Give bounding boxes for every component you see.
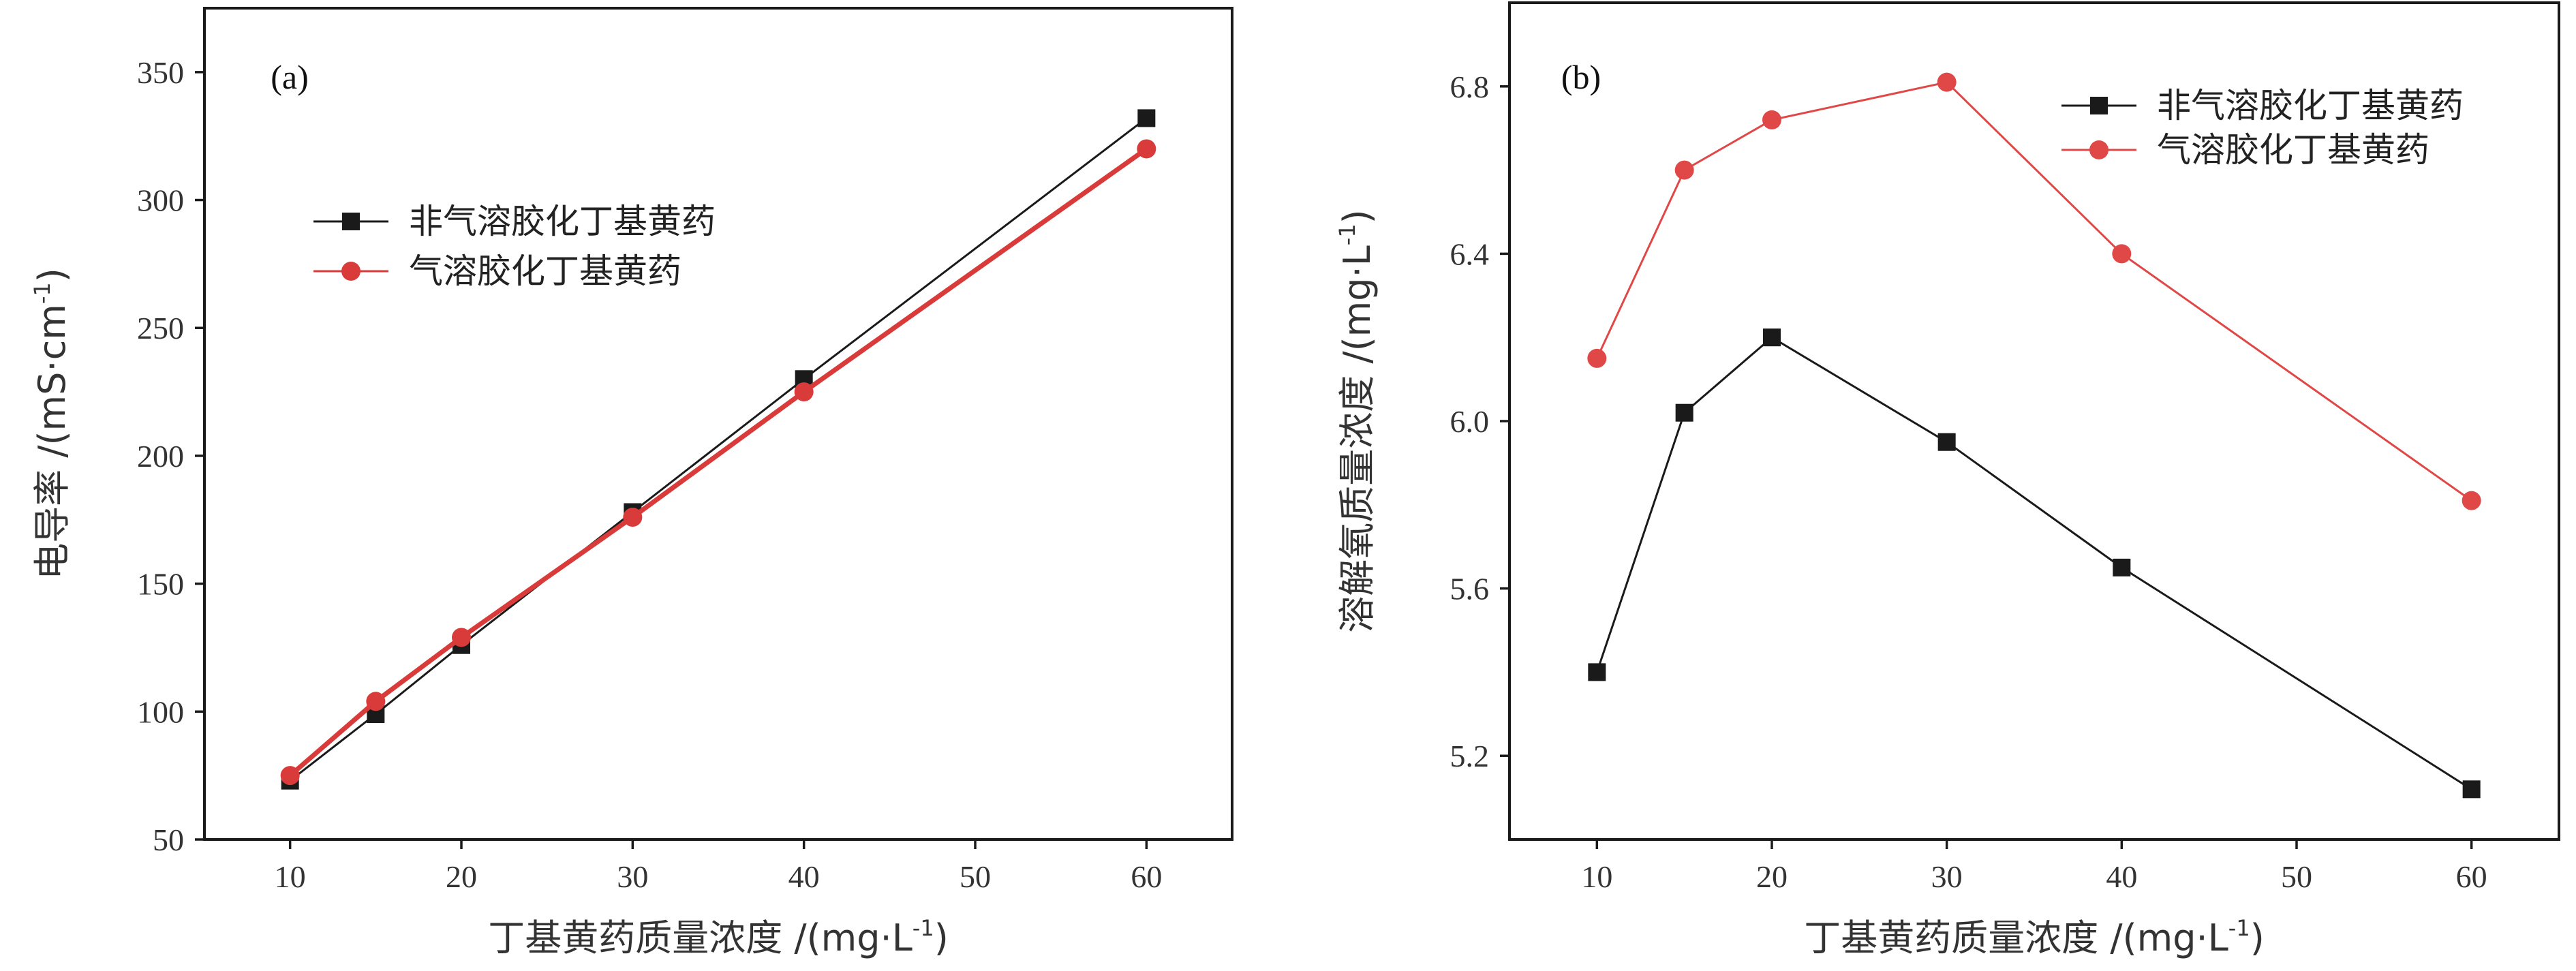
x-axis-title-main: 丁基黄药质量浓度 /(mg·L bbox=[1804, 916, 2228, 959]
data-point bbox=[1937, 72, 1957, 92]
x-axis-title-tail: ) bbox=[2250, 916, 2265, 959]
y-axis-title-tail: ) bbox=[31, 268, 74, 282]
plot-frame bbox=[1508, 1, 2560, 841]
data-point bbox=[2462, 780, 2481, 799]
legend-label: 气溶胶化丁基黄药 bbox=[2157, 130, 2429, 170]
x-tick-label: 60 bbox=[2456, 859, 2487, 894]
series-0 bbox=[1588, 328, 2481, 799]
data-point bbox=[1763, 328, 1781, 347]
y-tick-label: 5.6 bbox=[1450, 572, 1490, 606]
legend-marker bbox=[2090, 97, 2108, 114]
data-point bbox=[452, 628, 471, 647]
y-tick-label: 350 bbox=[137, 55, 184, 90]
x-axis-title-sup: -1 bbox=[913, 915, 934, 941]
x-tick-label: 20 bbox=[446, 859, 477, 894]
y-tick-label: 200 bbox=[137, 439, 184, 474]
panel-b: 10 20 30 40 50 60 5.2 5.6 6.0 6.4 6.8 丁基黄药质量浓度 /(mg… bbox=[1334, 1, 2560, 959]
legend-marker bbox=[342, 213, 360, 230]
x-axis-title: 丁基黄药质量浓度 /(mg·L-1) bbox=[1804, 915, 2265, 959]
data-point bbox=[1137, 139, 1156, 159]
y-tick-label: 6.0 bbox=[1450, 404, 1490, 439]
data-point bbox=[794, 382, 814, 402]
legend-entry: 非气溶胶化丁基黄药 bbox=[313, 202, 716, 241]
legend-entry: 气溶胶化丁基黄药 bbox=[2061, 130, 2429, 170]
legend-entry: 非气溶胶化丁基黄药 bbox=[2061, 86, 2464, 125]
legend-label: 非气溶胶化丁基黄药 bbox=[2157, 86, 2464, 125]
y-axis-title: 溶解氧质量浓度 /(mg·L-1) bbox=[1334, 209, 1379, 633]
x-tick-label: 10 bbox=[1581, 859, 1612, 894]
legend-marker bbox=[341, 262, 361, 281]
series-1 bbox=[280, 139, 1156, 786]
data-point bbox=[1588, 663, 1606, 681]
data-point bbox=[280, 766, 300, 786]
y-axis-title-main: 溶解氧质量浓度 /(mg·L bbox=[1336, 245, 1379, 633]
y-axis-title-sup: -1 bbox=[29, 282, 55, 304]
series-line bbox=[1595, 81, 2472, 502]
x-axis-title-main: 丁基黄药质量浓度 /(mg·L bbox=[488, 916, 913, 959]
panel-a: 10 20 30 40 50 60 50 100 150 200 250 300 350 丁基黄药质量浓度… bbox=[29, 7, 1233, 959]
x-tick-label: 60 bbox=[1131, 859, 1162, 894]
x-axis-title-sup: -1 bbox=[2228, 915, 2250, 941]
legend-label: 气溶胶化丁基黄药 bbox=[409, 251, 681, 291]
y-tick-label: 6.8 bbox=[1450, 70, 1490, 104]
y-tick-label: 100 bbox=[137, 694, 184, 729]
panel-label: (b) bbox=[1561, 58, 1601, 96]
plot-frame bbox=[203, 7, 1233, 841]
y-tick-label: 5.2 bbox=[1450, 739, 1490, 773]
y-tick-label: 6.4 bbox=[1450, 236, 1490, 271]
data-point bbox=[1762, 110, 1781, 129]
y-tick-label: 50 bbox=[153, 822, 184, 857]
x-tick-label: 30 bbox=[617, 859, 648, 894]
x-tick-label: 10 bbox=[275, 859, 306, 894]
series-line bbox=[1595, 336, 2472, 790]
data-point bbox=[2462, 491, 2481, 510]
series-line bbox=[288, 147, 1148, 777]
data-point bbox=[366, 692, 386, 711]
x-tick-label: 30 bbox=[1931, 859, 1963, 894]
legend-label: 非气溶胶化丁基黄药 bbox=[409, 202, 716, 241]
y-axis-title-sup: -1 bbox=[1334, 224, 1360, 245]
data-point bbox=[2113, 558, 2131, 576]
data-point bbox=[2112, 244, 2132, 264]
data-point bbox=[1137, 109, 1156, 127]
x-tick-label: 50 bbox=[960, 859, 991, 894]
y-axis-title: 电导率 /(mS·cm-1) bbox=[29, 268, 74, 580]
x-tick-label: 40 bbox=[788, 859, 820, 894]
data-point bbox=[1937, 433, 1956, 451]
data-point bbox=[1675, 403, 1693, 422]
x-axis-title: 丁基黄药质量浓度 /(mg·L-1) bbox=[488, 915, 949, 959]
panel-label: (a) bbox=[271, 58, 309, 96]
series-1 bbox=[1587, 72, 2481, 510]
legend-entry: 气溶胶化丁基黄药 bbox=[313, 251, 681, 291]
y-axis-title-main: 电导率 /(mS·cm bbox=[31, 304, 74, 580]
x-axis-title-tail: ) bbox=[934, 916, 949, 959]
x-tick-label: 50 bbox=[2281, 859, 2312, 894]
y-tick-label: 250 bbox=[137, 311, 184, 345]
data-point bbox=[623, 508, 643, 527]
y-axis-title-tail: ) bbox=[1336, 209, 1379, 224]
y-tick-label: 150 bbox=[137, 567, 184, 602]
legend-marker bbox=[2089, 140, 2109, 159]
data-point bbox=[1587, 348, 1607, 368]
data-point bbox=[1674, 160, 1694, 180]
y-tick-label: 300 bbox=[137, 183, 184, 218]
x-tick-label: 40 bbox=[2106, 859, 2137, 894]
x-tick-label: 20 bbox=[1756, 859, 1788, 894]
